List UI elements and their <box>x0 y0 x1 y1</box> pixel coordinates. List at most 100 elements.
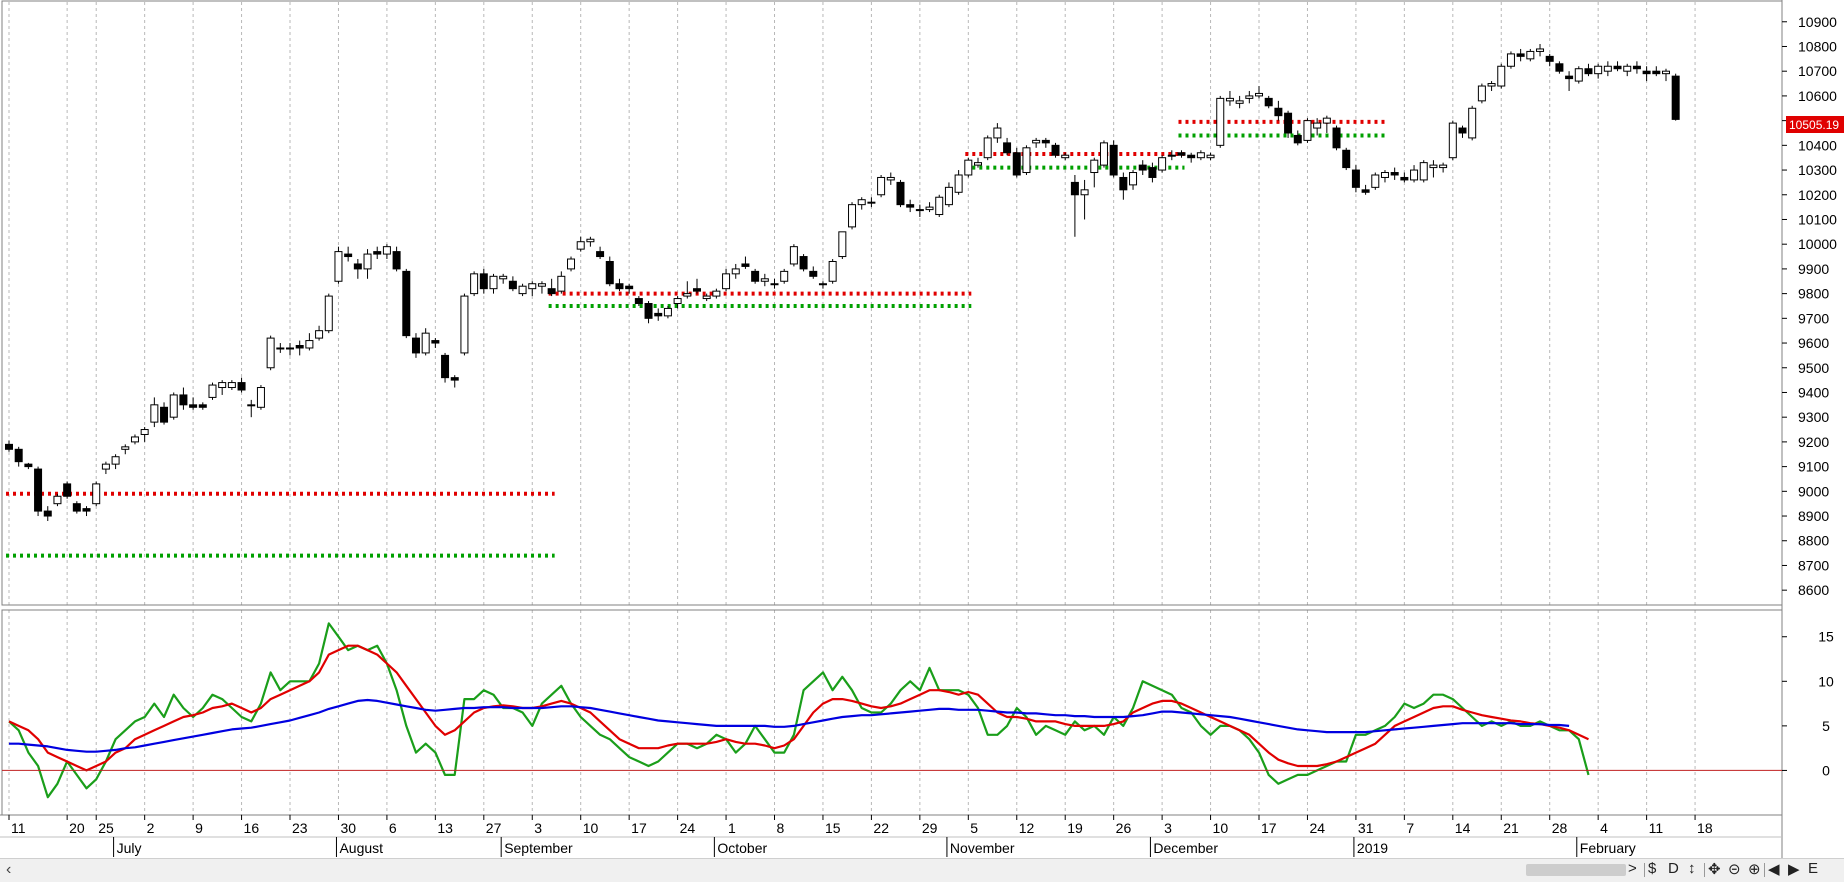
vertical-resize-icon[interactable]: ↕ <box>1688 860 1696 877</box>
candle-down <box>692 288 701 292</box>
candle-up <box>1061 154 1070 159</box>
indicator-series-line <box>8 644 1589 772</box>
sync-icon[interactable]: $ <box>1648 860 1657 877</box>
export-icon[interactable]: E <box>1808 860 1819 877</box>
candle-up <box>1536 48 1545 52</box>
zoom-in-icon[interactable]: ⊕ <box>1748 861 1761 878</box>
month-label: November <box>950 840 1015 856</box>
price-tick-label: 10600 <box>1798 88 1837 104</box>
candle-up <box>1216 97 1225 146</box>
candle-down <box>5 443 13 450</box>
price-tick-label: 9400 <box>1798 384 1829 400</box>
day-tick-label: 7 <box>1406 820 1414 836</box>
candle-down <box>450 377 459 381</box>
day-tick-label: 5 <box>970 820 978 836</box>
day-tick-label: 3 <box>534 820 542 836</box>
day-tick-label: 29 <box>922 820 938 836</box>
month-label: September <box>504 840 573 856</box>
candle-down <box>1012 152 1021 176</box>
move-icon[interactable]: ✥ <box>1708 861 1721 878</box>
scroll-right-icon[interactable]: > <box>1628 860 1637 877</box>
candle-down <box>1555 63 1564 72</box>
candle-up <box>1661 70 1670 75</box>
month-label: December <box>1153 840 1218 856</box>
price-tick-label: 9100 <box>1798 459 1829 475</box>
price-tick-label: 8800 <box>1798 533 1829 549</box>
price-tick-label: 9800 <box>1798 286 1829 302</box>
day-tick-label: 9 <box>195 820 203 836</box>
candle-down <box>1613 65 1622 70</box>
candle-up <box>1574 68 1583 82</box>
candle-down <box>596 251 605 258</box>
candle-up <box>537 283 546 287</box>
candle-up <box>382 246 391 255</box>
price-tick-label: 9500 <box>1798 360 1829 376</box>
candle-up <box>1439 164 1448 169</box>
day-tick-label: 10 <box>1213 820 1229 836</box>
candlesticks <box>5 44 1680 521</box>
candle-down <box>809 270 818 277</box>
price-tick-label: 9900 <box>1798 261 1829 277</box>
candle-up <box>1526 50 1535 60</box>
step-forward-icon[interactable]: ▶ <box>1788 861 1800 878</box>
horizontal-scrollbar[interactable]: ‹ > $ D ↕ ✥ ⊝ ⊕ ◀ ▶ E <box>0 858 1844 882</box>
candle-up <box>983 137 992 159</box>
candle-up <box>1623 65 1632 72</box>
candle-down <box>634 298 643 304</box>
indicator-tick-label: 0 <box>1822 762 1830 778</box>
candle-up <box>1022 147 1031 174</box>
scroll-thumb[interactable] <box>1526 864 1626 876</box>
step-back-icon[interactable]: ◀ <box>1768 861 1780 878</box>
month-label: August <box>339 840 383 856</box>
price-tick-label: 10900 <box>1798 14 1837 30</box>
candle-up <box>92 483 101 505</box>
day-tick-label: 6 <box>389 820 397 836</box>
last-price-label: 10505.19 <box>1789 118 1839 132</box>
candle-down <box>1051 144 1060 156</box>
day-tick-label: 22 <box>873 820 889 836</box>
candle-up <box>886 176 895 181</box>
candle-up <box>838 231 847 258</box>
day-tick-label: 18 <box>1697 820 1713 836</box>
day-tick-label: 11 <box>11 820 26 836</box>
candle-up <box>266 337 275 369</box>
candle-up <box>1167 154 1176 157</box>
candle-down <box>615 283 624 290</box>
candle-down <box>1545 55 1554 62</box>
candle-down <box>654 312 663 317</box>
candle-down <box>43 510 52 517</box>
zoom-out-icon[interactable]: ⊝ <box>1728 861 1741 878</box>
day-tick-label: 30 <box>340 820 356 836</box>
scroll-left-icon[interactable]: ‹ <box>6 861 12 878</box>
candle-up <box>848 204 857 228</box>
date-axis: 11 20 25 2 9 16 23 30 6 13 27 3 10 17 24 1 8 15 22 29 5 12 19 2… <box>0 814 1782 857</box>
candle-down <box>411 337 420 354</box>
candle-up <box>1468 107 1477 139</box>
candle-up <box>1429 164 1438 169</box>
candle-up <box>256 387 265 408</box>
toolbar-separator <box>1764 863 1765 877</box>
candle-down <box>1264 97 1273 107</box>
vertical-gridlines <box>8 2 1696 815</box>
toolbar-separator <box>1644 863 1645 877</box>
day-tick-label: 27 <box>486 820 502 836</box>
candle-up <box>731 268 740 275</box>
price-tick-label: 10000 <box>1798 236 1837 252</box>
candle-down <box>896 181 905 206</box>
d-icon[interactable]: D <box>1668 860 1679 877</box>
last-price-marker: 10505.19 <box>1786 116 1844 133</box>
candle-down <box>1109 144 1118 176</box>
candle-up <box>101 463 110 470</box>
candle-up <box>567 258 576 270</box>
candle-down <box>392 251 401 270</box>
candle-down <box>189 404 198 408</box>
candle-up <box>1225 97 1234 102</box>
candle-up <box>760 278 769 282</box>
candle-up <box>663 307 672 317</box>
price-tick-label: 10300 <box>1798 162 1837 178</box>
candle-up <box>1506 53 1515 67</box>
day-tick-label: 17 <box>1261 820 1277 836</box>
price-tick-label: 10400 <box>1798 137 1837 153</box>
candle-up <box>770 283 779 286</box>
day-tick-label: 23 <box>292 820 308 836</box>
